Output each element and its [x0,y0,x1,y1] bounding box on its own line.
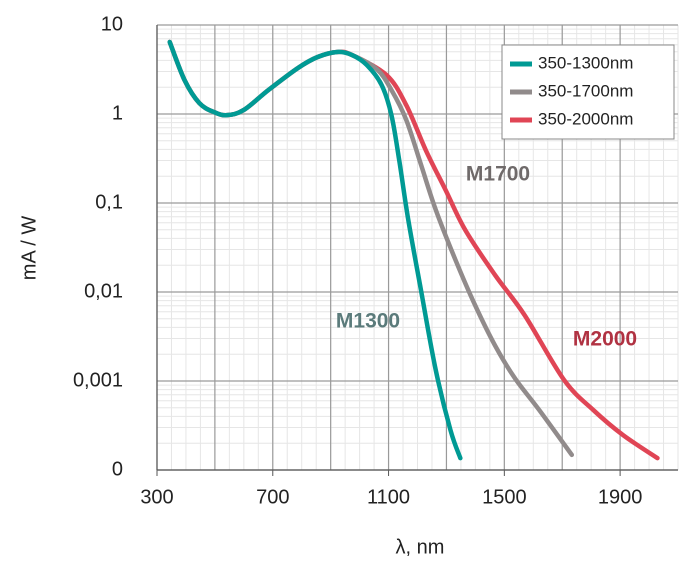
y-axis-label: mA / W [18,216,40,281]
plot-lines [167,39,660,461]
y-tick-label: 1 [112,102,123,124]
x-tick-label: 1900 [598,486,643,508]
x-tick-label: 1100 [367,486,410,508]
series-line [167,39,463,461]
y-tick-label: 0,1 [95,191,123,213]
x-tick-label: 1500 [482,486,527,508]
y-tick-label: 10 [101,13,123,35]
annotation: M1700 [466,163,530,186]
grid [156,24,679,476]
annotation: M1300 [336,310,400,333]
x-tick-label: 700 [256,486,289,508]
legend-label: 350-1700nm [538,81,633,100]
y-tick-label: 0,01 [84,280,123,302]
legend-label: 350-2000nm [538,109,633,128]
y-tick-label: 0,001 [73,369,123,391]
x-tick-label: 300 [140,486,173,508]
legend: 350-1300nm 350-1700nm 350-2000nm [501,44,675,140]
y-tick-label: 0 [112,458,123,480]
x-axis-label: λ, nm [396,536,445,558]
annotation: M2000 [573,328,637,351]
legend-label: 350-1300nm [538,53,633,72]
